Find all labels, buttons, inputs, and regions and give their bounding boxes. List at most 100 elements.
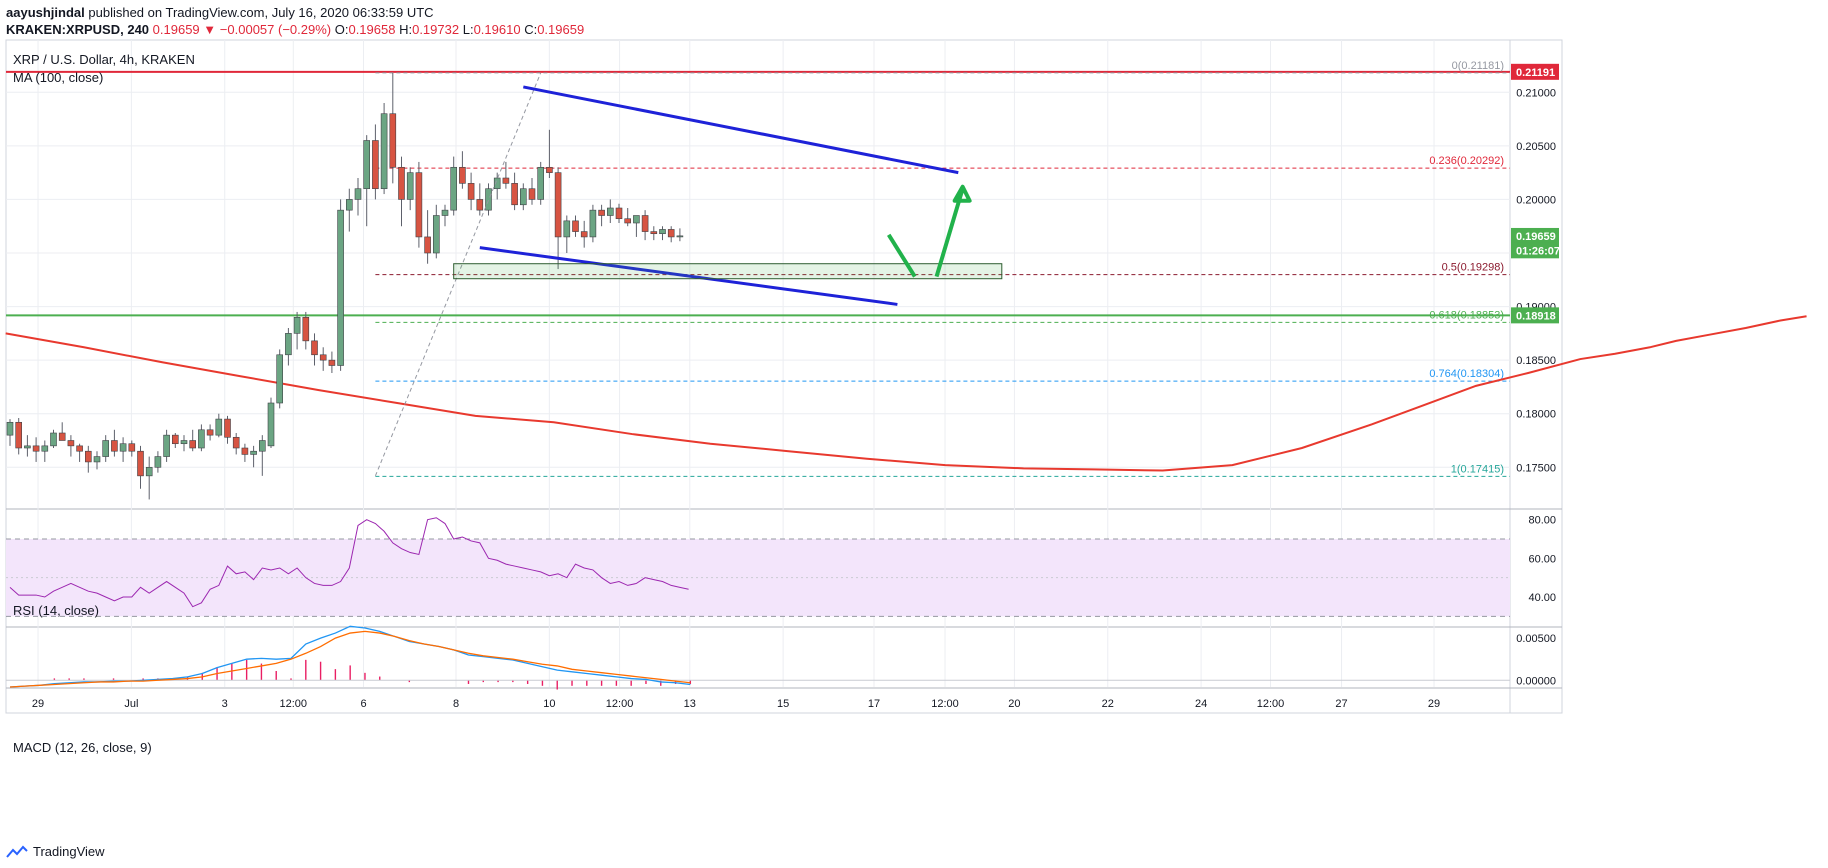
price-tag xyxy=(1511,227,1559,244)
candle-body xyxy=(311,340,318,356)
x-tick-label: 10 xyxy=(543,698,555,710)
candle-body xyxy=(111,440,118,452)
candle-body xyxy=(337,209,344,366)
candle-body xyxy=(32,445,40,452)
candle-body xyxy=(546,166,553,173)
candle-body xyxy=(267,402,275,447)
main-pane-title: XRP / U.S. Dollar, 4h, KRAKEN xyxy=(13,52,195,67)
up-arrow-head xyxy=(952,184,972,203)
candle-body xyxy=(606,207,614,216)
candle-body xyxy=(215,418,223,436)
candle-body xyxy=(476,199,484,211)
candle-body xyxy=(459,166,466,184)
y-tick-label: 0.18000 xyxy=(1516,409,1556,421)
candle-body xyxy=(493,177,501,190)
rsi-line xyxy=(9,517,689,608)
rsi-tick-label: 60.00 xyxy=(1528,553,1556,565)
price-tag-label: 0.19659 xyxy=(1516,231,1556,243)
close-label: C: xyxy=(524,22,538,37)
open-label: O: xyxy=(334,22,349,37)
candle-body xyxy=(502,177,510,184)
x-tick-label: 12:00 xyxy=(606,698,634,710)
x-tick-label: 8 xyxy=(453,698,459,710)
axis-layer: 29 Jul 3 12:00 6 8 10 12:00 13 15 17 12:00 20 22 24 12:… xyxy=(32,63,1560,710)
candle-body xyxy=(598,209,605,216)
x-tick-label: 15 xyxy=(777,698,789,710)
candle-body xyxy=(276,354,284,404)
close-value: 0.19659 xyxy=(537,22,585,37)
candle-body xyxy=(615,207,623,220)
level-lines: 0(0.21181) 0.236(0.20292) 0.5(0.19298) 0.61… xyxy=(6,60,1510,477)
candle-body xyxy=(624,218,632,224)
candle-body xyxy=(415,172,423,238)
candle-body xyxy=(232,436,240,449)
candle-body xyxy=(198,429,205,449)
candle-body xyxy=(172,434,179,445)
candle-body xyxy=(441,209,449,216)
fib-level-label: 0(0.21181) xyxy=(1452,60,1504,72)
y-tick-label: 0.17500 xyxy=(1516,462,1556,474)
open-value: 0.19658 xyxy=(348,22,396,37)
ohlc-info: KRAKEN:XRPUSD, 240 0.19659 ▼ −0.00057 (−… xyxy=(6,22,584,37)
fib-level-label: 0.764(0.18304) xyxy=(1429,368,1504,380)
candle-body xyxy=(528,188,536,200)
candle-body xyxy=(328,359,336,366)
fib-level-label: 0.236(0.20292) xyxy=(1429,155,1504,167)
fib-level-label: 0.618(0.18853) xyxy=(1429,309,1504,321)
candle-body xyxy=(224,418,231,438)
candle-body xyxy=(189,440,196,449)
candle-body xyxy=(24,445,31,449)
publisher-name[interactable]: aayushjindal xyxy=(6,5,85,20)
publish-header: aayushjindal published on TradingView.co… xyxy=(0,0,1828,40)
candle-body xyxy=(154,456,162,468)
x-tick-label: 29 xyxy=(1428,698,1440,710)
candle-body xyxy=(145,466,153,477)
candle-body xyxy=(389,113,397,168)
x-tick-label: 3 xyxy=(222,698,228,710)
rsi-tick-label: 40.00 xyxy=(1528,592,1556,604)
high-value: 0.19732 xyxy=(412,22,460,37)
fib-level-label: 0.5(0.19298) xyxy=(1442,262,1504,274)
candle-body xyxy=(641,215,649,232)
candle-body xyxy=(293,316,301,334)
candle-body xyxy=(406,172,414,200)
symbol-label: KRAKEN:XRPUSD, 240 xyxy=(6,22,150,37)
candle-body xyxy=(258,440,266,452)
y-tick-label: 0.20000 xyxy=(1516,194,1556,206)
rsi-band-layer xyxy=(6,538,1510,617)
candle-body xyxy=(354,188,362,200)
x-tick-label: 13 xyxy=(684,698,696,710)
candle-body xyxy=(241,447,249,455)
drawings-layer xyxy=(374,72,1003,477)
tradingview-logo-icon xyxy=(6,845,28,858)
x-tick-label: 27 xyxy=(1335,698,1347,710)
candle-body xyxy=(563,220,571,238)
change-value: −0.00057 (−0.29%) xyxy=(219,22,332,37)
candle-body xyxy=(250,450,257,455)
candle-body xyxy=(345,199,353,211)
x-tick-label: 12:00 xyxy=(280,698,308,710)
candle-body xyxy=(128,443,136,452)
y-tick-label: 0.20500 xyxy=(1516,141,1556,153)
candle-body xyxy=(519,188,527,206)
candle-body xyxy=(50,432,57,447)
y-tick-label: 0.18500 xyxy=(1516,355,1556,367)
x-tick-label: 20 xyxy=(1008,698,1020,710)
upper-trend-line xyxy=(523,85,959,175)
x-tick-label: 6 xyxy=(360,698,366,710)
publish-info: aayushjindal published on TradingView.co… xyxy=(6,5,434,20)
candle-body xyxy=(650,231,658,235)
price-tag xyxy=(1511,307,1559,324)
series-layer xyxy=(5,315,1807,690)
price-tag-label: 01:26:07 xyxy=(1516,245,1560,257)
candles-layer xyxy=(6,73,684,500)
ma-indicator-label: MA (100, close) xyxy=(13,70,103,85)
x-tick-label: 17 xyxy=(868,698,880,710)
footer-brand: TradingView xyxy=(6,844,105,859)
candle-body xyxy=(380,113,388,190)
candle-body xyxy=(285,333,292,356)
candle-body xyxy=(467,183,475,200)
ma-100-line xyxy=(5,315,1807,472)
